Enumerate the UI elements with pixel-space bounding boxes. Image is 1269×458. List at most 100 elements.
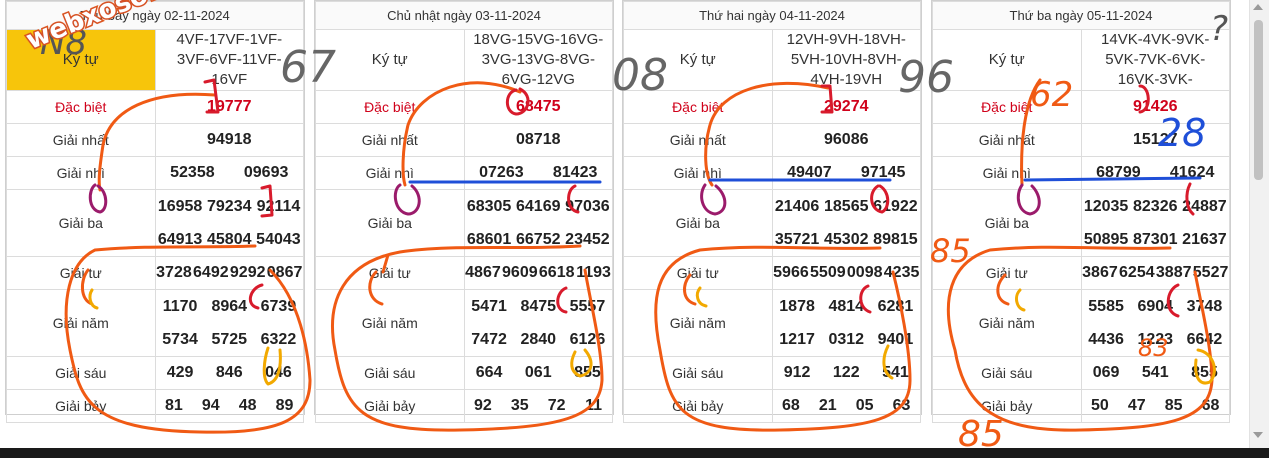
prize-seventh-value: 47	[1127, 397, 1146, 414]
prize-sixth-value: 069	[1092, 364, 1120, 381]
prize-third-value: 45804	[207, 231, 252, 248]
prize-fifth-value: 8964	[211, 298, 248, 315]
prize-fourth-value: 6618	[538, 264, 575, 281]
prize-fifth-value: 3748	[1186, 298, 1223, 315]
codes-value: 14VK-4VK-9VK-5VK-7VK-6VK-16VK-3VK-	[1080, 29, 1230, 91]
prize-label-sixth: Giải sáu	[623, 356, 773, 390]
prize-label-seventh: Giải bảy	[6, 389, 156, 423]
prize-label-seventh: Giải bảy	[623, 389, 773, 423]
prize-first-value: 08718	[463, 123, 613, 157]
prize-seventh-value: 72	[547, 397, 566, 414]
prize-special-value: 29274	[771, 90, 921, 124]
prize-fifth-value: 6281	[877, 298, 914, 315]
prize-fourth-value: 9292	[229, 264, 266, 281]
prize-second-value: 49407	[787, 164, 832, 181]
prize-sixth-value: 122	[832, 364, 860, 381]
prize-sixth-value: 061	[524, 364, 552, 381]
result-board-2: Chủ nhật ngày 03-11-2024 Ký tự 18VG-15VG…	[314, 0, 614, 423]
prize-third-value: 97036	[565, 198, 610, 215]
prize-seventh-value: 35	[510, 397, 529, 414]
scrollbar-thumb[interactable]	[1254, 20, 1263, 180]
prize-fourth-value: 6492	[193, 264, 229, 281]
prize-fourth-value: 1193	[576, 264, 611, 281]
prize-seventh-value: 68	[782, 397, 800, 414]
prize-label-first: Giải nhất	[932, 123, 1082, 157]
prize-seventh-value: 94	[201, 397, 220, 414]
prize-fifth-value: 4436	[1088, 331, 1124, 348]
prize-label-fourth: Giải tư	[932, 256, 1082, 290]
prize-special-value: 91426	[1080, 90, 1230, 124]
prize-fifth-value: 5734	[162, 331, 198, 348]
prize-fifth-value: 5471	[471, 298, 507, 315]
prize-fourth-value: 9609	[502, 264, 538, 281]
prize-third-value: 16958	[157, 198, 203, 215]
prize-fifth-value: 5725	[211, 331, 248, 348]
prize-label-fifth: Giải năm	[6, 289, 156, 357]
prize-sixth-value: 846	[215, 364, 243, 381]
prize-seventh-value: 92	[474, 397, 492, 414]
prize-third-value: 35721	[774, 231, 820, 248]
prize-second-value: 41624	[1169, 164, 1215, 181]
prize-label-sixth: Giải sáu	[6, 356, 156, 390]
prize-label-fifth: Giải năm	[623, 289, 773, 357]
prize-fifth-value: 8475	[520, 298, 557, 315]
codes-value: 12VH-9VH-18VH-5VH-10VH-8VH-4VH-19VH	[771, 29, 921, 91]
prize-second-value: 97145	[860, 164, 906, 181]
prize-third-value: 87301	[1133, 231, 1178, 248]
prize-fifth-value: 7472	[471, 331, 507, 348]
prize-seventh-value: 48	[238, 397, 257, 414]
prize-third-value: 23452	[565, 231, 610, 248]
prize-fifth-value: 5585	[1088, 298, 1124, 315]
prize-first-value: 15127	[1080, 123, 1230, 157]
prize-seventh-value: 05	[855, 397, 874, 414]
prize-fifth-value: 1217	[779, 331, 815, 348]
prize-second-value: 52358	[170, 164, 215, 181]
prize-seventh-value: 68	[1201, 397, 1220, 414]
prize-third-value: 79234	[207, 198, 252, 215]
scroll-down-arrow-icon[interactable]	[1253, 432, 1263, 438]
prize-seventh-value: 89	[275, 397, 294, 414]
prize-fifth-value: 1878	[779, 298, 815, 315]
prize-fifth-value: 6642	[1186, 331, 1223, 348]
prize-fourth-value: 5509	[810, 264, 846, 281]
prize-fourth-value: 5527	[1192, 264, 1229, 281]
prize-fifth-value: 1223	[1137, 331, 1174, 348]
prize-third-value: 89815	[873, 231, 918, 248]
prize-sixth-value: 855	[574, 364, 601, 381]
board-title: Chủ nhật ngày 03-11-2024	[315, 1, 613, 30]
prize-second-value: 07263	[479, 164, 524, 181]
prize-label-fifth: Giải năm	[932, 289, 1082, 357]
prize-third-value: 61922	[873, 198, 918, 215]
board-title: Thứ ba ngày 05-11-2024	[932, 1, 1230, 30]
prize-label-first: Giải nhất	[6, 123, 156, 157]
prize-third-value: 18565	[824, 198, 869, 215]
prize-second-value: 68799	[1096, 164, 1141, 181]
prize-sixth-value: 855	[1191, 364, 1218, 381]
prize-label-fourth: Giải tư	[315, 256, 465, 290]
prize-seventh-value: 85	[1164, 397, 1183, 414]
prize-label-second: Giải nhì	[623, 156, 773, 190]
prize-seventh-value: 81	[165, 397, 183, 414]
prize-label-special: Đặc biệt	[6, 90, 156, 124]
prize-third-value: 45302	[824, 231, 869, 248]
bottom-edge-bar	[0, 448, 1269, 458]
prize-fourth-value: 0098	[846, 264, 883, 281]
prize-fourth-value: 3887	[1155, 264, 1192, 281]
scroll-up-arrow-icon[interactable]	[1253, 4, 1263, 10]
prize-second-value: 81423	[552, 164, 598, 181]
prize-first-value: 96086	[771, 123, 921, 157]
prize-label-special: Đặc biệt	[315, 90, 465, 124]
prize-label-second: Giải nhì	[315, 156, 465, 190]
prize-fifth-value: 1170	[162, 298, 198, 315]
prize-label-first: Giải nhất	[315, 123, 465, 157]
prize-sixth-value: 429	[166, 364, 194, 381]
prize-fifth-value: 9401	[877, 331, 914, 348]
prize-sixth-value: 664	[475, 364, 503, 381]
prize-label-third: Giải ba	[623, 189, 773, 257]
prize-third-value: 21406	[774, 198, 820, 215]
prize-seventh-value: 50	[1091, 397, 1109, 414]
prize-seventh-value: 21	[818, 397, 837, 414]
prize-first-value: 94918	[154, 123, 304, 157]
result-board-3: Thứ hai ngày 04-11-2024 Ký tự 12VH-9VH-1…	[622, 0, 922, 423]
